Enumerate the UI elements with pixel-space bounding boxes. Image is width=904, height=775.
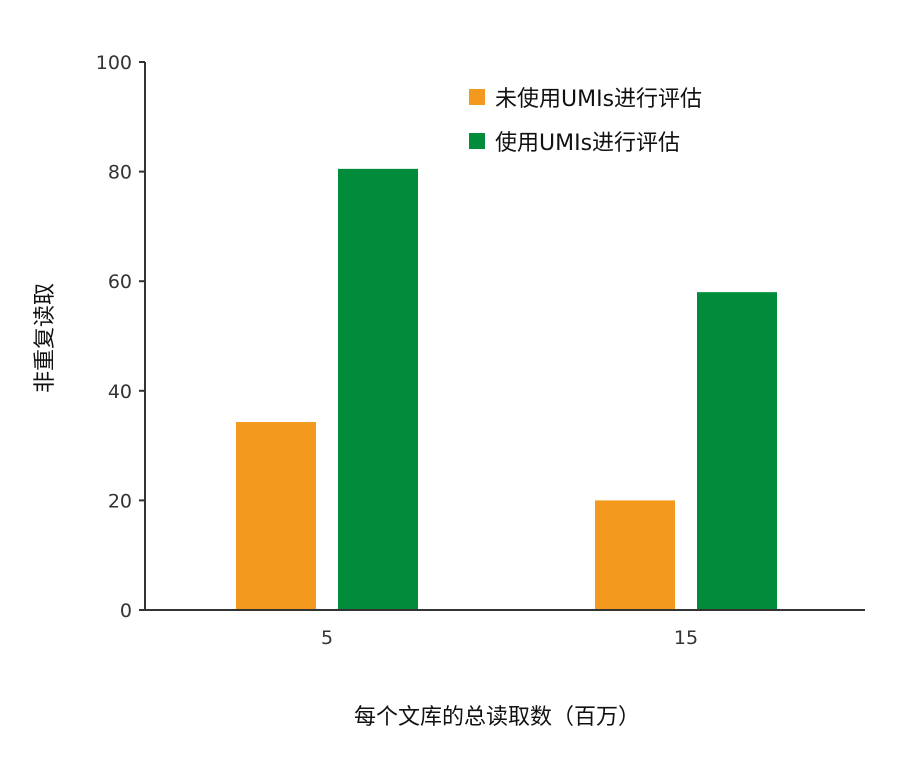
x-tick-label: 15 (674, 627, 698, 649)
y-ticks-group: 0 20 40 60 80 100 (96, 52, 145, 622)
y-tick-label: 20 (108, 490, 132, 512)
y-tick-label: 80 (108, 162, 132, 184)
axes-group (144, 62, 865, 611)
bar-umi-5 (338, 168, 418, 611)
legend: 未使用UMIs进行评估 使用UMIs进行评估 (469, 87, 702, 156)
x-tick-label: 5 (321, 627, 333, 649)
y-axis-title: 非重复读取 (33, 283, 58, 393)
y-tick-label: 40 (108, 381, 132, 403)
y-tick-label: 100 (96, 52, 132, 74)
bars-group (236, 168, 777, 611)
legend-swatch-no-umi (469, 89, 485, 105)
bar-umi-15 (697, 292, 777, 610)
bar-no-umi-15 (595, 500, 675, 610)
legend-label-umi: 使用UMIs进行评估 (495, 131, 680, 156)
x-ticks-group: 5 15 (321, 627, 698, 649)
x-axis-title: 每个文库的总读取数（百万） (354, 705, 640, 730)
legend-label-no-umi: 未使用UMIs进行评估 (495, 87, 702, 112)
y-tick-label: 60 (108, 271, 132, 293)
bar-no-umi-5 (236, 422, 316, 610)
legend-swatch-umi (469, 133, 485, 149)
y-tick-label: 0 (120, 600, 132, 622)
